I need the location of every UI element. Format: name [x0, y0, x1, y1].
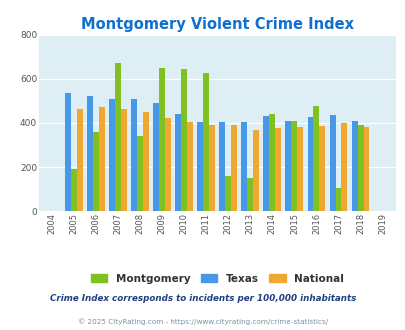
Bar [341, 123, 347, 211]
Bar [241, 122, 247, 211]
Text: Crime Index corresponds to incidents per 100,000 inhabitants: Crime Index corresponds to incidents per… [50, 294, 355, 303]
Bar [329, 115, 335, 211]
Bar [225, 176, 230, 211]
Bar [230, 125, 237, 211]
Bar [153, 103, 159, 211]
Bar [269, 114, 275, 211]
Bar [159, 68, 165, 211]
Title: Montgomery Violent Crime Index: Montgomery Violent Crime Index [81, 17, 353, 32]
Bar [99, 108, 104, 211]
Bar [71, 169, 77, 211]
Bar [65, 93, 71, 211]
Bar [165, 118, 171, 211]
Bar [351, 121, 357, 211]
Bar [93, 132, 99, 211]
Bar [285, 121, 291, 211]
Bar [187, 122, 193, 211]
Bar [203, 73, 209, 211]
Bar [362, 127, 369, 211]
Bar [137, 136, 143, 211]
Bar [247, 178, 253, 211]
Bar [319, 126, 324, 211]
Bar [296, 127, 303, 211]
Bar [175, 114, 181, 211]
Bar [219, 122, 225, 211]
Legend: Montgomery, Texas, National: Montgomery, Texas, National [86, 269, 347, 288]
Bar [291, 121, 296, 211]
Bar [335, 188, 341, 211]
Text: © 2025 CityRating.com - https://www.cityrating.com/crime-statistics/: © 2025 CityRating.com - https://www.city… [78, 318, 327, 325]
Bar [115, 63, 121, 211]
Bar [77, 109, 83, 211]
Bar [357, 125, 362, 211]
Bar [253, 130, 258, 211]
Bar [275, 128, 281, 211]
Bar [181, 69, 187, 211]
Bar [197, 122, 203, 211]
Bar [209, 125, 215, 211]
Bar [143, 112, 149, 211]
Bar [87, 96, 93, 211]
Bar [263, 116, 269, 211]
Bar [313, 106, 319, 211]
Bar [307, 117, 313, 211]
Bar [131, 99, 137, 211]
Bar [109, 99, 115, 211]
Bar [121, 109, 127, 211]
